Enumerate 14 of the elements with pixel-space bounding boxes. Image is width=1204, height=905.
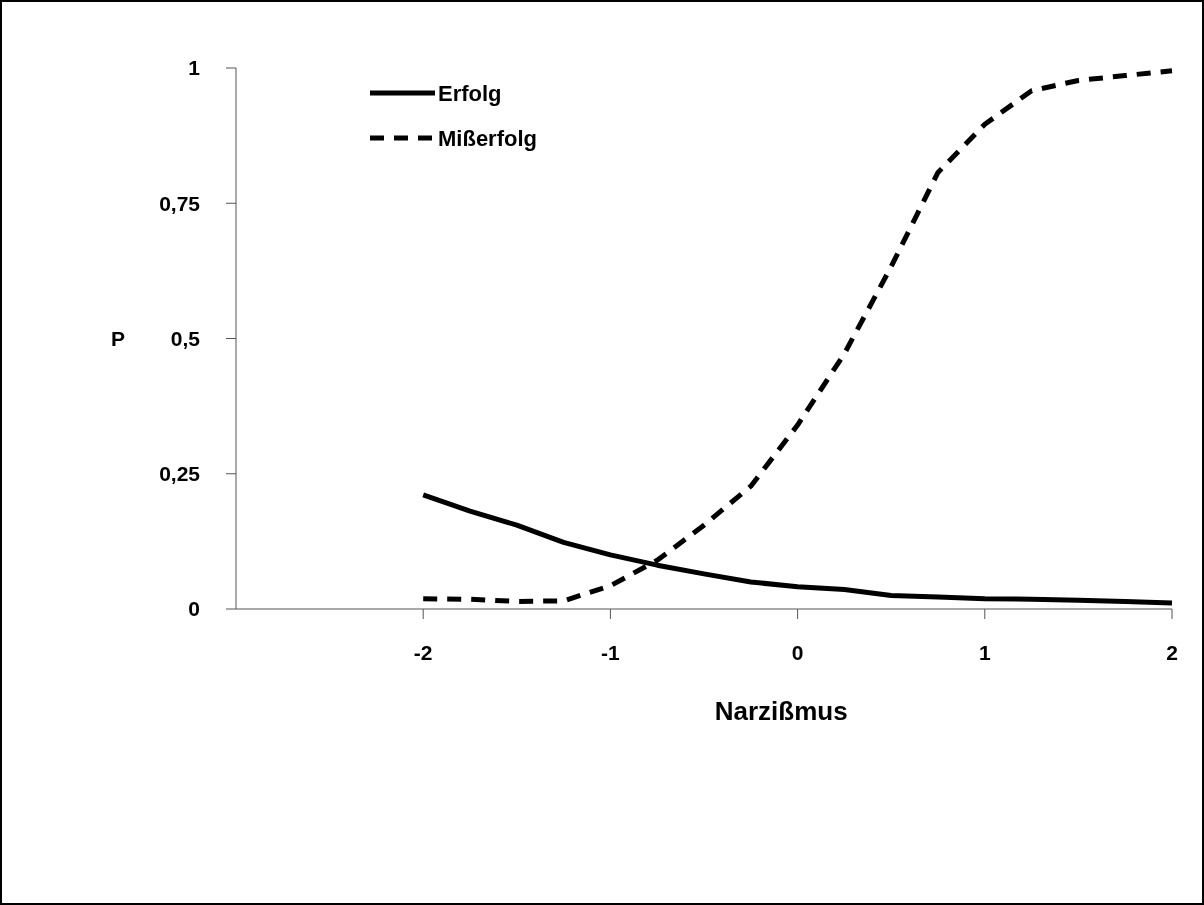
x-tick-label: 1 <box>978 641 991 664</box>
y-tick-label: 0,5 <box>170 326 201 350</box>
y-tick-label: 0,75 <box>159 191 201 215</box>
y-axis-title: P <box>110 326 126 350</box>
x-tick-label: -2 <box>413 641 433 664</box>
legend-label: Erfolg <box>438 80 502 106</box>
x-tick-label: 0 <box>791 641 804 664</box>
y-tick-label: 0,25 <box>159 462 201 486</box>
x-tick-label: -1 <box>601 641 621 664</box>
y-tick-label: 0 <box>188 597 200 621</box>
legend-label: Mißerfolg <box>438 125 537 151</box>
x-tick-label: 2 <box>1166 641 1178 664</box>
x-axis-title: Narzißmus <box>714 696 848 726</box>
y-tick-label: 1 <box>188 56 201 80</box>
